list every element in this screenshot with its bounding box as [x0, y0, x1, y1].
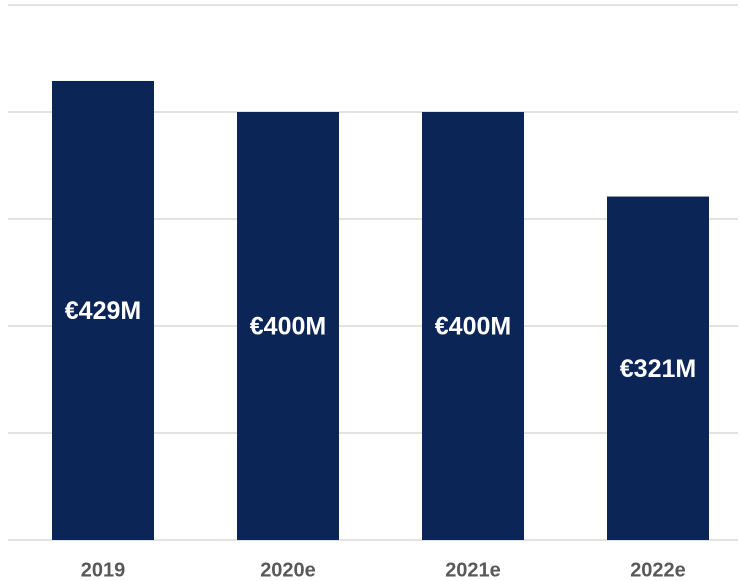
- bar: [422, 112, 524, 540]
- data-label: €321M: [620, 355, 696, 383]
- bar: [237, 112, 339, 540]
- data-label: €429M: [65, 297, 141, 325]
- x-tick-label: 2022e: [630, 559, 686, 581]
- x-tick-label: 2021e: [445, 559, 501, 581]
- x-tick-label: 2019: [81, 559, 126, 581]
- bar: [607, 196, 709, 540]
- data-label: €400M: [250, 313, 326, 341]
- x-tick-label: 2020e: [260, 559, 316, 581]
- data-label: €400M: [435, 313, 511, 341]
- bar: [52, 80, 154, 540]
